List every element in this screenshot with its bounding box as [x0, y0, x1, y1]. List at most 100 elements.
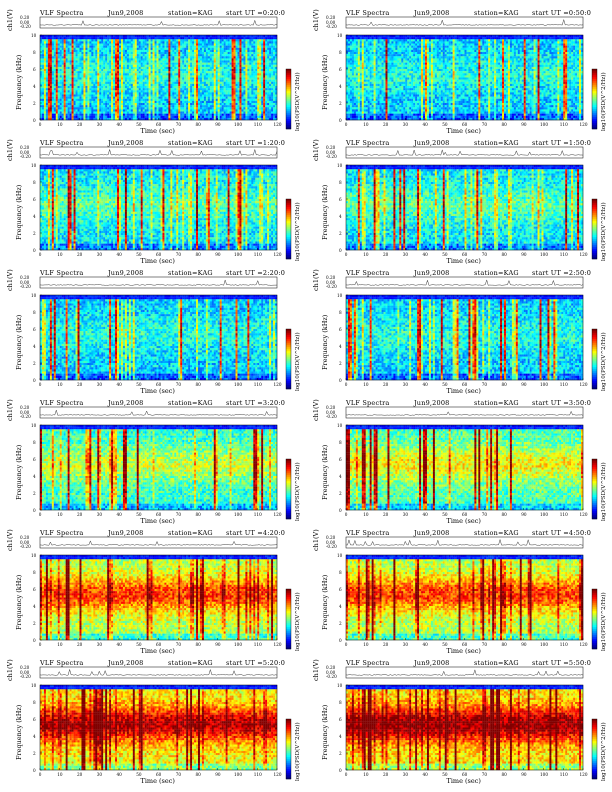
y-tick-label: 10: [31, 163, 36, 168]
x-tick-label: 0: [39, 252, 42, 257]
x-tick-label: 40: [423, 252, 428, 257]
x-tick-label: 20: [77, 772, 82, 777]
x-axis-label: Time (sec): [447, 777, 481, 785]
x-tick-label: 100: [234, 382, 242, 387]
x-tick-label: 110: [254, 642, 262, 647]
x-tick-label: 30: [97, 122, 102, 127]
y-tick-label: 6: [339, 327, 342, 332]
waveform-axis-label: ch1(V): [312, 9, 320, 31]
x-tick-label: 30: [403, 772, 408, 777]
waveform-axis-label: ch1(V): [6, 399, 14, 421]
waveform-plot: [39, 536, 278, 549]
x-tick-label: 10: [363, 772, 368, 777]
y-tick-label: 10: [31, 683, 36, 688]
x-tick-label: 110: [254, 772, 262, 777]
y-tick-label: 2: [33, 621, 36, 626]
waveform-plot: [345, 276, 584, 289]
waveform-tick-label: 0.20: [20, 275, 29, 280]
waveform-tick-label: 0.00: [326, 540, 335, 545]
x-tick-label: 80: [196, 772, 201, 777]
panel-station: station=KAG: [474, 9, 519, 17]
y-tick-label: 2: [33, 751, 36, 756]
y-tick-label: 6: [339, 67, 342, 72]
colorbar-label: log10(PSD(V^2/Hz)): [601, 722, 607, 781]
x-tick-label: 10: [57, 642, 62, 647]
heatmap: [346, 555, 584, 641]
panel-title: VLF Spectra: [346, 529, 389, 537]
x-tick-label: 50: [136, 382, 141, 387]
x-tick-label: 10: [57, 382, 62, 387]
panel-title: VLF Spectra: [40, 9, 83, 17]
x-tick-label: 90: [521, 122, 526, 127]
x-axis-label: Time (sec): [141, 127, 175, 135]
x-tick-label: 50: [136, 122, 141, 127]
colorbar-label: log10(PSD(V^2/Hz)): [601, 462, 607, 521]
frequency-axis-label: Frequency (kHz): [15, 705, 23, 760]
waveform-axis-label: ch1(V): [312, 139, 320, 161]
x-tick-label: 60: [462, 122, 467, 127]
y-tick-label: 0: [33, 248, 36, 253]
y-tick-label: 6: [339, 717, 342, 722]
waveform-tick-label: -0.20: [326, 544, 337, 549]
frequency-axis-label: Frequency (kHz): [321, 445, 329, 500]
x-tick-label: 0: [39, 122, 42, 127]
x-tick-label: 30: [403, 252, 408, 257]
waveform-line: [345, 149, 584, 156]
x-tick-label: 80: [502, 122, 507, 127]
x-tick-label: 110: [254, 512, 262, 517]
panel-svg: [345, 406, 598, 520]
waveform-plot: [345, 406, 584, 419]
x-tick-label: 60: [156, 642, 161, 647]
x-tick-label: 0: [39, 512, 42, 517]
colorbar: [591, 458, 598, 520]
panel-start-ut: start UT =4:50:0: [532, 529, 591, 537]
waveform-tick-label: 0.20: [326, 405, 335, 410]
x-tick-label: 50: [136, 772, 141, 777]
colorbar-label: log10(PSD(V^2/Hz)): [295, 332, 301, 391]
y-tick-label: 8: [339, 180, 342, 185]
x-axis-label: Time (sec): [141, 777, 175, 785]
y-tick-label: 0: [339, 768, 342, 773]
x-tick-label: 30: [403, 122, 408, 127]
x-tick-label: 10: [363, 252, 368, 257]
y-tick-label: 6: [33, 67, 36, 72]
colorbar-label: log10(PSD(V^2/Hz)): [295, 462, 301, 521]
colorbar: [285, 198, 292, 260]
x-tick-label: 0: [39, 772, 42, 777]
x-tick-label: 40: [423, 772, 428, 777]
y-tick-label: 8: [339, 310, 342, 315]
x-tick-label: 50: [136, 642, 141, 647]
y-tick-label: 0: [339, 248, 342, 253]
x-axis-label: Time (sec): [141, 647, 175, 655]
y-tick-label: 10: [31, 293, 36, 298]
panel-svg: [345, 16, 598, 130]
y-tick-label: 6: [339, 457, 342, 462]
x-tick-label: 100: [234, 122, 242, 127]
x-tick-label: 90: [215, 642, 220, 647]
y-tick-label: 2: [33, 361, 36, 366]
waveform-tick-label: 0.00: [326, 280, 335, 285]
x-tick-label: 50: [442, 642, 447, 647]
x-tick-label: 10: [363, 512, 368, 517]
x-tick-label: 80: [502, 772, 507, 777]
panel-station: station=KAG: [168, 269, 213, 277]
y-tick-label: 6: [33, 717, 36, 722]
y-tick-label: 2: [33, 101, 36, 106]
colorbar: [285, 328, 292, 390]
x-axis-label: Time (sec): [447, 387, 481, 395]
panel-date: Jun9,2008: [108, 659, 144, 667]
x-tick-label: 100: [234, 512, 242, 517]
y-tick-label: 6: [339, 197, 342, 202]
x-tick-label: 70: [176, 772, 181, 777]
x-tick-label: 30: [97, 772, 102, 777]
y-tick-label: 0: [33, 508, 36, 513]
waveform-tick-label: 0.20: [326, 15, 335, 20]
panel-date: Jun9,2008: [414, 399, 450, 407]
x-tick-label: 20: [383, 122, 388, 127]
panel-station: station=KAG: [474, 529, 519, 537]
panel-station: station=KAG: [168, 399, 213, 407]
x-tick-label: 0: [345, 382, 348, 387]
x-tick-label: 110: [254, 382, 262, 387]
colorbar: [591, 68, 598, 130]
x-tick-label: 20: [77, 122, 82, 127]
